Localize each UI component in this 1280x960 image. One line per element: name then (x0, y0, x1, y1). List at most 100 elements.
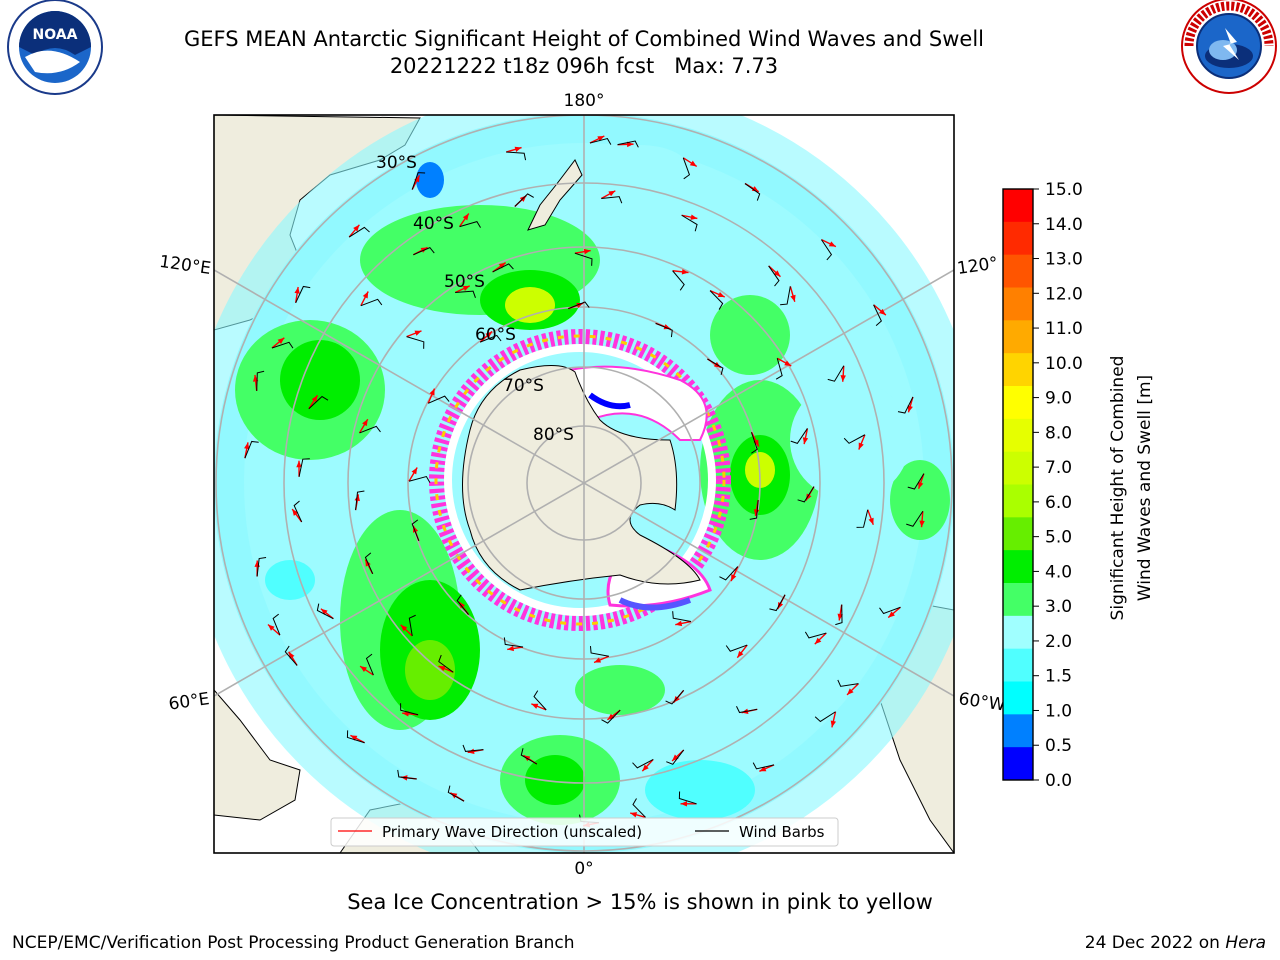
colorbar-segment (1003, 681, 1033, 715)
wind-barb (244, 440, 259, 459)
wave-direction-arrowhead (458, 601, 466, 609)
wind-barb (906, 510, 924, 527)
wave-direction-arrowhead (802, 437, 809, 445)
wave-direction-arrowhead (828, 241, 836, 247)
wind-barb (492, 263, 514, 273)
wave-direction-arrowhead (362, 419, 368, 427)
wave-direction-arrowhead (777, 602, 784, 610)
wave-direction-arrows (244, 135, 925, 828)
wind-barb (897, 396, 914, 414)
colorbar-tick-label: 5.0 (1045, 528, 1072, 548)
legend: Primary Wave Direction (unscaled) Wind B… (330, 817, 839, 847)
colorbar-tick-label: 15.0 (1045, 180, 1083, 200)
wind-barb (589, 137, 612, 145)
wind-barb (837, 679, 859, 687)
wind-barb (284, 645, 298, 666)
wave-direction-arrowhead (429, 388, 435, 396)
noaa-logo-text: NOAA (33, 27, 78, 43)
meridian-label-60w: 60°W (957, 689, 1006, 715)
colorbar-tick-label: 14.0 (1045, 215, 1083, 235)
colorbar-tick-label: 7.0 (1045, 458, 1072, 478)
colorbar-segment (1003, 517, 1033, 551)
wave-direction-arrowhead (675, 620, 683, 627)
wind-barb (655, 322, 673, 338)
wave-direction-arrowhead (663, 324, 671, 330)
wind-barb (298, 458, 310, 477)
wind-barb (408, 475, 431, 483)
colorbar (1002, 188, 1034, 781)
wind-barb (821, 239, 833, 261)
wind-barb (397, 769, 417, 780)
wave-direction-arrowhead (784, 360, 792, 367)
wave-direction-arrowhead (311, 395, 318, 403)
colorbar-segment (1003, 221, 1033, 256)
wind-barb (780, 286, 791, 306)
wave-direction-arrowhead (462, 213, 469, 221)
wind-barb (827, 365, 845, 382)
colorbar-tick-label: 1.5 (1045, 667, 1072, 687)
colorbar-segment (1003, 550, 1033, 584)
wave-direction-arrowhead (753, 439, 759, 447)
wave-direction-arrowhead (411, 467, 418, 475)
legend-barb-label: Wind Barbs (739, 823, 825, 841)
wave-direction-arrowhead (400, 624, 408, 632)
wind-barb (568, 301, 590, 310)
wind-barb (672, 611, 692, 623)
colorbar-frame (1002, 188, 1034, 781)
wind-barb (790, 428, 808, 444)
wind-barb (632, 798, 646, 818)
wave-direction-arrowhead (805, 493, 812, 501)
wave-direction-arrowhead (594, 657, 602, 663)
wave-direction-arrowhead (830, 720, 837, 728)
wave-direction-arrowhead (919, 520, 925, 528)
wind-barb (632, 759, 654, 769)
wind-barb (400, 703, 419, 716)
wind-barb (533, 690, 547, 711)
wind-barb (428, 395, 450, 404)
wave-direction-arrowhead (514, 146, 522, 152)
wind-barb (503, 637, 524, 648)
wave-direction-arrowhead (414, 330, 422, 336)
wind-barb (601, 709, 621, 724)
colorbar-segment (1003, 386, 1033, 420)
wind-barb (601, 196, 623, 204)
colorbar-ticks: 15.0 14.0 13.0 12.0 11.0 10.0 9.0 8.0 7.0 6.0 5.0 4… (1033, 180, 1083, 791)
wave-direction-arrowhead (350, 735, 358, 741)
wind-barb (736, 706, 758, 714)
wave-direction-arrowhead (690, 214, 698, 220)
wave-direction-arrowhead (597, 135, 605, 142)
wind-barb (843, 434, 866, 444)
wave-direction-arrowhead (918, 481, 924, 489)
wave-direction-arrowhead (731, 574, 737, 582)
colorbar-tick-label: 3.0 (1045, 597, 1072, 617)
wind-barb (589, 645, 609, 657)
wind-barb (360, 298, 383, 307)
wind-barb (681, 214, 698, 232)
colorbar-tick-label: 11.0 (1045, 319, 1083, 339)
wave-direction-arrowhead (277, 337, 285, 344)
chart-subtitle: 20221222 t18z 096h fcst Max: 7.73 (389, 54, 779, 78)
wave-direction-arrowhead (737, 650, 744, 658)
wind-barb (411, 172, 426, 190)
wave-direction-arrowhead (753, 509, 760, 516)
wind-barb (672, 270, 685, 291)
wind-barb (769, 594, 786, 612)
wind-barb (406, 336, 425, 349)
chart-title: GEFS MEAN Antarctic Significant Height o… (183, 27, 985, 51)
colorbar-label-line1: Significant Height of Combined (1108, 356, 1128, 621)
wind-barb (456, 594, 469, 615)
wind-barb (364, 552, 374, 575)
wind-barb (709, 290, 724, 310)
latitude-label-60s: 60°S (475, 325, 516, 345)
colorbar-tick-label: 4.0 (1045, 562, 1072, 582)
wind-barb (835, 604, 843, 626)
noaa-logo: NOAA (7, 0, 103, 95)
meridian-label-0: 0° (574, 859, 593, 879)
wind-barb (514, 193, 534, 207)
wave-direction-arrowhead (907, 405, 913, 413)
wave-direction-arrowhead (773, 270, 781, 277)
wind-barb (462, 744, 484, 752)
colorbar-segment (1003, 254, 1033, 288)
wind-barb (459, 221, 481, 228)
